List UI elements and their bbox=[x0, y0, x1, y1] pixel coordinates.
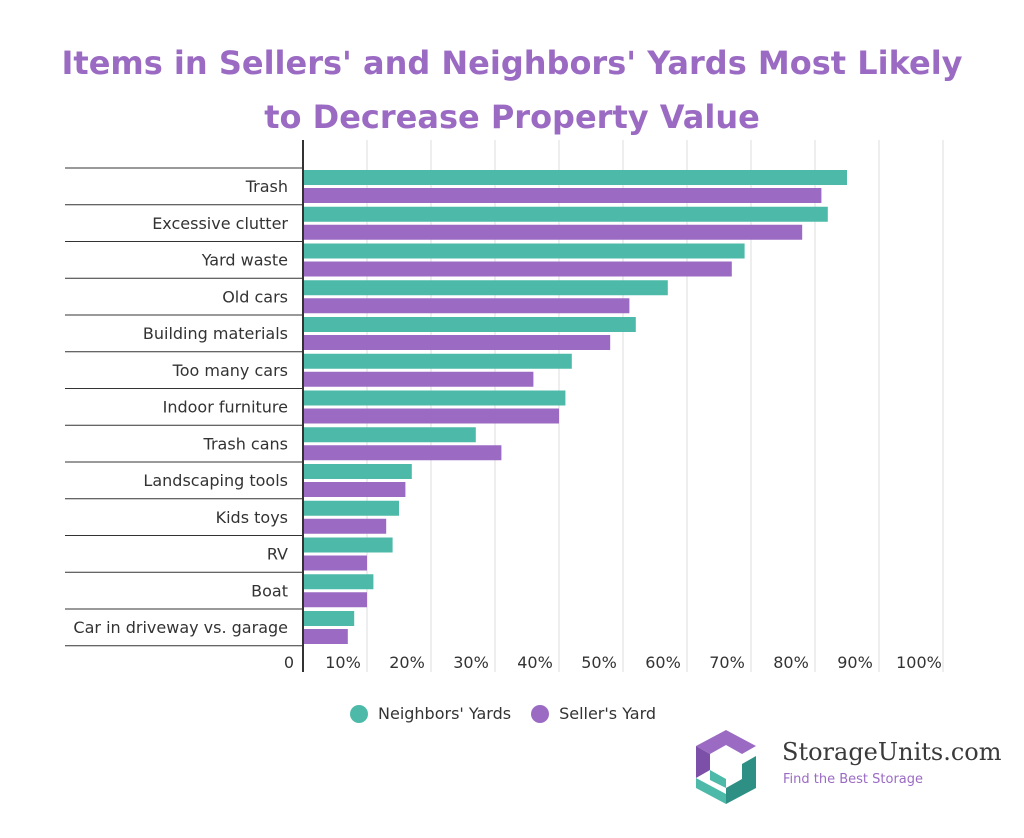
bar-chart: Trash Excessive clutter Yard waste Old cars… bbox=[65, 140, 944, 672]
bar-seller bbox=[303, 518, 387, 534]
x-tick-label: 30% bbox=[453, 653, 489, 672]
category-label: Indoor furniture bbox=[163, 398, 288, 417]
bar-seller bbox=[303, 261, 732, 277]
bar-neighbors bbox=[303, 353, 572, 369]
bar-seller bbox=[303, 592, 367, 608]
x-tick-label: 50% bbox=[581, 653, 617, 672]
bar-neighbors bbox=[303, 206, 828, 222]
bar-neighbors bbox=[303, 500, 399, 516]
x-tick-label: 10% bbox=[325, 653, 361, 672]
bar-seller bbox=[303, 298, 630, 314]
brand-block: StorageUnits.com Find the Best Storage bbox=[690, 728, 1010, 808]
bar-seller bbox=[303, 224, 803, 240]
bar-seller bbox=[303, 408, 559, 424]
category-label: Kids toys bbox=[216, 508, 288, 527]
bar-seller bbox=[303, 188, 822, 203]
brand-name: StorageUnits.com bbox=[782, 738, 1002, 766]
bar-neighbors bbox=[303, 390, 566, 406]
row-separators bbox=[65, 167, 303, 647]
category-label: Car in driveway vs. garage bbox=[73, 618, 288, 637]
legend: Neighbors' Yards Seller's Yard bbox=[350, 704, 676, 723]
bar-seller bbox=[303, 482, 406, 497]
legend-item-neighbors: Neighbors' Yards bbox=[350, 704, 511, 723]
bar-neighbors bbox=[303, 611, 355, 626]
category-label: Building materials bbox=[143, 324, 288, 343]
bar-neighbors bbox=[303, 574, 374, 590]
category-label: Boat bbox=[251, 581, 288, 600]
category-label: Excessive clutter bbox=[152, 214, 288, 233]
bar-seller bbox=[303, 629, 348, 644]
bar-neighbors bbox=[303, 170, 847, 185]
legend-label-neighbors: Neighbors' Yards bbox=[378, 704, 512, 723]
x-tick-label: 20% bbox=[389, 653, 425, 672]
legend-label-seller: Seller's Yard bbox=[559, 704, 657, 723]
x-tick-label: 90% bbox=[837, 653, 873, 672]
bar-neighbors bbox=[303, 243, 745, 259]
x-tick-label: 70% bbox=[709, 653, 745, 672]
category-label: RV bbox=[267, 545, 288, 564]
bar-neighbors bbox=[303, 280, 668, 296]
category-label: Yard waste bbox=[201, 251, 288, 270]
category-label: Landscaping tools bbox=[143, 471, 288, 490]
x-tick-labels: 0 10% 20% 30% 40% 50% 60% 70% 80% 90% 100% bbox=[284, 653, 942, 672]
category-label: Trash bbox=[245, 177, 288, 196]
category-label: Trash cans bbox=[203, 434, 288, 453]
brand-tagline: Find the Best Storage bbox=[783, 772, 924, 787]
bar-seller bbox=[303, 371, 534, 387]
bar-seller bbox=[303, 445, 502, 461]
legend-swatch-neighbors bbox=[350, 704, 368, 723]
legend-swatch-seller bbox=[531, 704, 550, 723]
bar-neighbors bbox=[303, 464, 412, 479]
category-labels: Trash Excessive clutter Yard waste Old cars… bbox=[73, 177, 288, 637]
category-label: Too many cars bbox=[172, 361, 288, 380]
bar-seller bbox=[303, 555, 367, 571]
bar-neighbors bbox=[303, 427, 476, 443]
chart-title: Items in Sellers' and Neighbors' Yards M… bbox=[61, 44, 963, 136]
bar-neighbors bbox=[303, 317, 636, 332]
storageunits-logo-icon bbox=[696, 730, 756, 804]
category-label: Old cars bbox=[222, 287, 288, 306]
legend-item-seller: Seller's Yard bbox=[531, 704, 656, 723]
bar-neighbors bbox=[303, 537, 393, 553]
x-tick-label: 60% bbox=[645, 653, 681, 672]
x-tick-label: 40% bbox=[517, 653, 553, 672]
x-tick-label: 100% bbox=[896, 653, 942, 672]
x-tick-label: 0 bbox=[284, 653, 294, 672]
x-tick-label: 80% bbox=[773, 653, 809, 672]
bar-seller bbox=[303, 335, 611, 350]
bars bbox=[303, 170, 847, 644]
